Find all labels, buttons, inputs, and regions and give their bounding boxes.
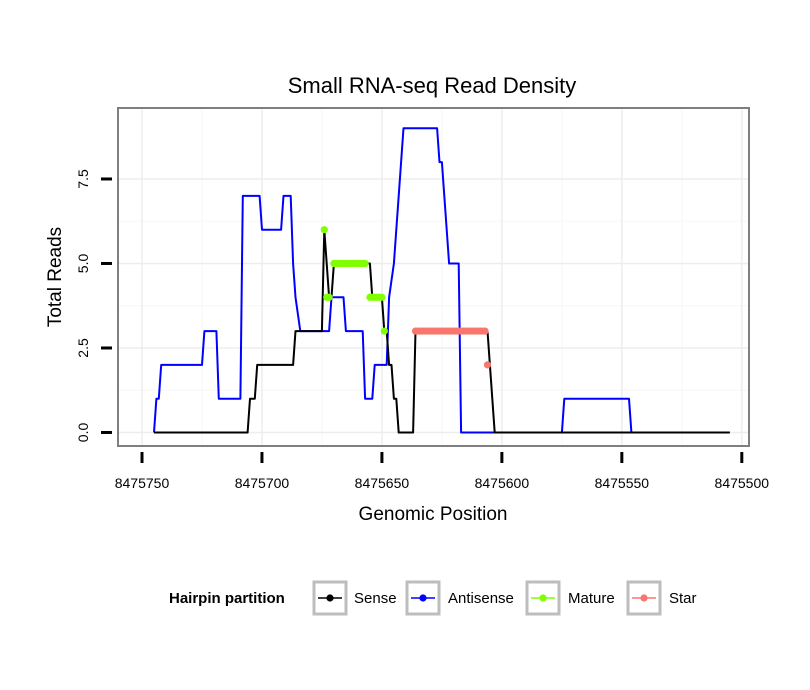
data-point-mature xyxy=(380,327,388,335)
y-tick-label: 0.0 xyxy=(75,423,91,443)
x-tick-label: 8475650 xyxy=(355,475,410,491)
data-point-star xyxy=(481,327,489,335)
legend-label-mature: Mature xyxy=(568,590,615,607)
legend-label-sense: Sense xyxy=(354,590,397,607)
legend-label-antisense: Antisense xyxy=(448,590,514,607)
x-axis: 8475750 8475700 8475650 8475600 8475550 84755… xyxy=(115,452,770,491)
legend-point-mature xyxy=(539,594,547,602)
legend-point-sense xyxy=(326,594,334,602)
grid-minor xyxy=(118,108,749,446)
x-tick-label: 8475600 xyxy=(475,475,530,491)
legend-label-star: Star xyxy=(669,590,697,607)
legend-point-star xyxy=(640,594,648,602)
series-points xyxy=(320,226,492,369)
legend-title: Hairpin partition xyxy=(169,590,285,607)
data-point-star xyxy=(483,361,492,369)
y-tick-label: 5.0 xyxy=(75,254,91,274)
x-tick-label: 8475500 xyxy=(715,475,770,491)
data-point-mature xyxy=(325,293,333,301)
chart-title: Small RNA-seq Read Density xyxy=(288,73,577,98)
grid-major xyxy=(118,108,749,446)
y-tick-label: 7.5 xyxy=(75,169,91,189)
series-line-antisense xyxy=(153,127,730,434)
y-axis-title: Total Reads xyxy=(45,227,66,327)
x-axis-title: Genomic Position xyxy=(359,504,508,525)
legend: Hairpin partition Sense Antisense Mature St… xyxy=(169,580,697,616)
data-point-mature xyxy=(361,259,369,268)
y-axis: 0.0 2.5 5.0 7.5 xyxy=(75,169,112,442)
y-tick-label: 2.5 xyxy=(75,338,91,358)
plot-panel-border xyxy=(117,107,750,447)
legend-point-antisense xyxy=(419,594,427,602)
data-point-mature xyxy=(378,293,386,301)
x-tick-label: 8475550 xyxy=(595,475,650,491)
data-point-mature xyxy=(320,226,328,234)
x-tick-label: 8475700 xyxy=(235,475,290,491)
x-tick-label: 8475750 xyxy=(115,475,170,491)
